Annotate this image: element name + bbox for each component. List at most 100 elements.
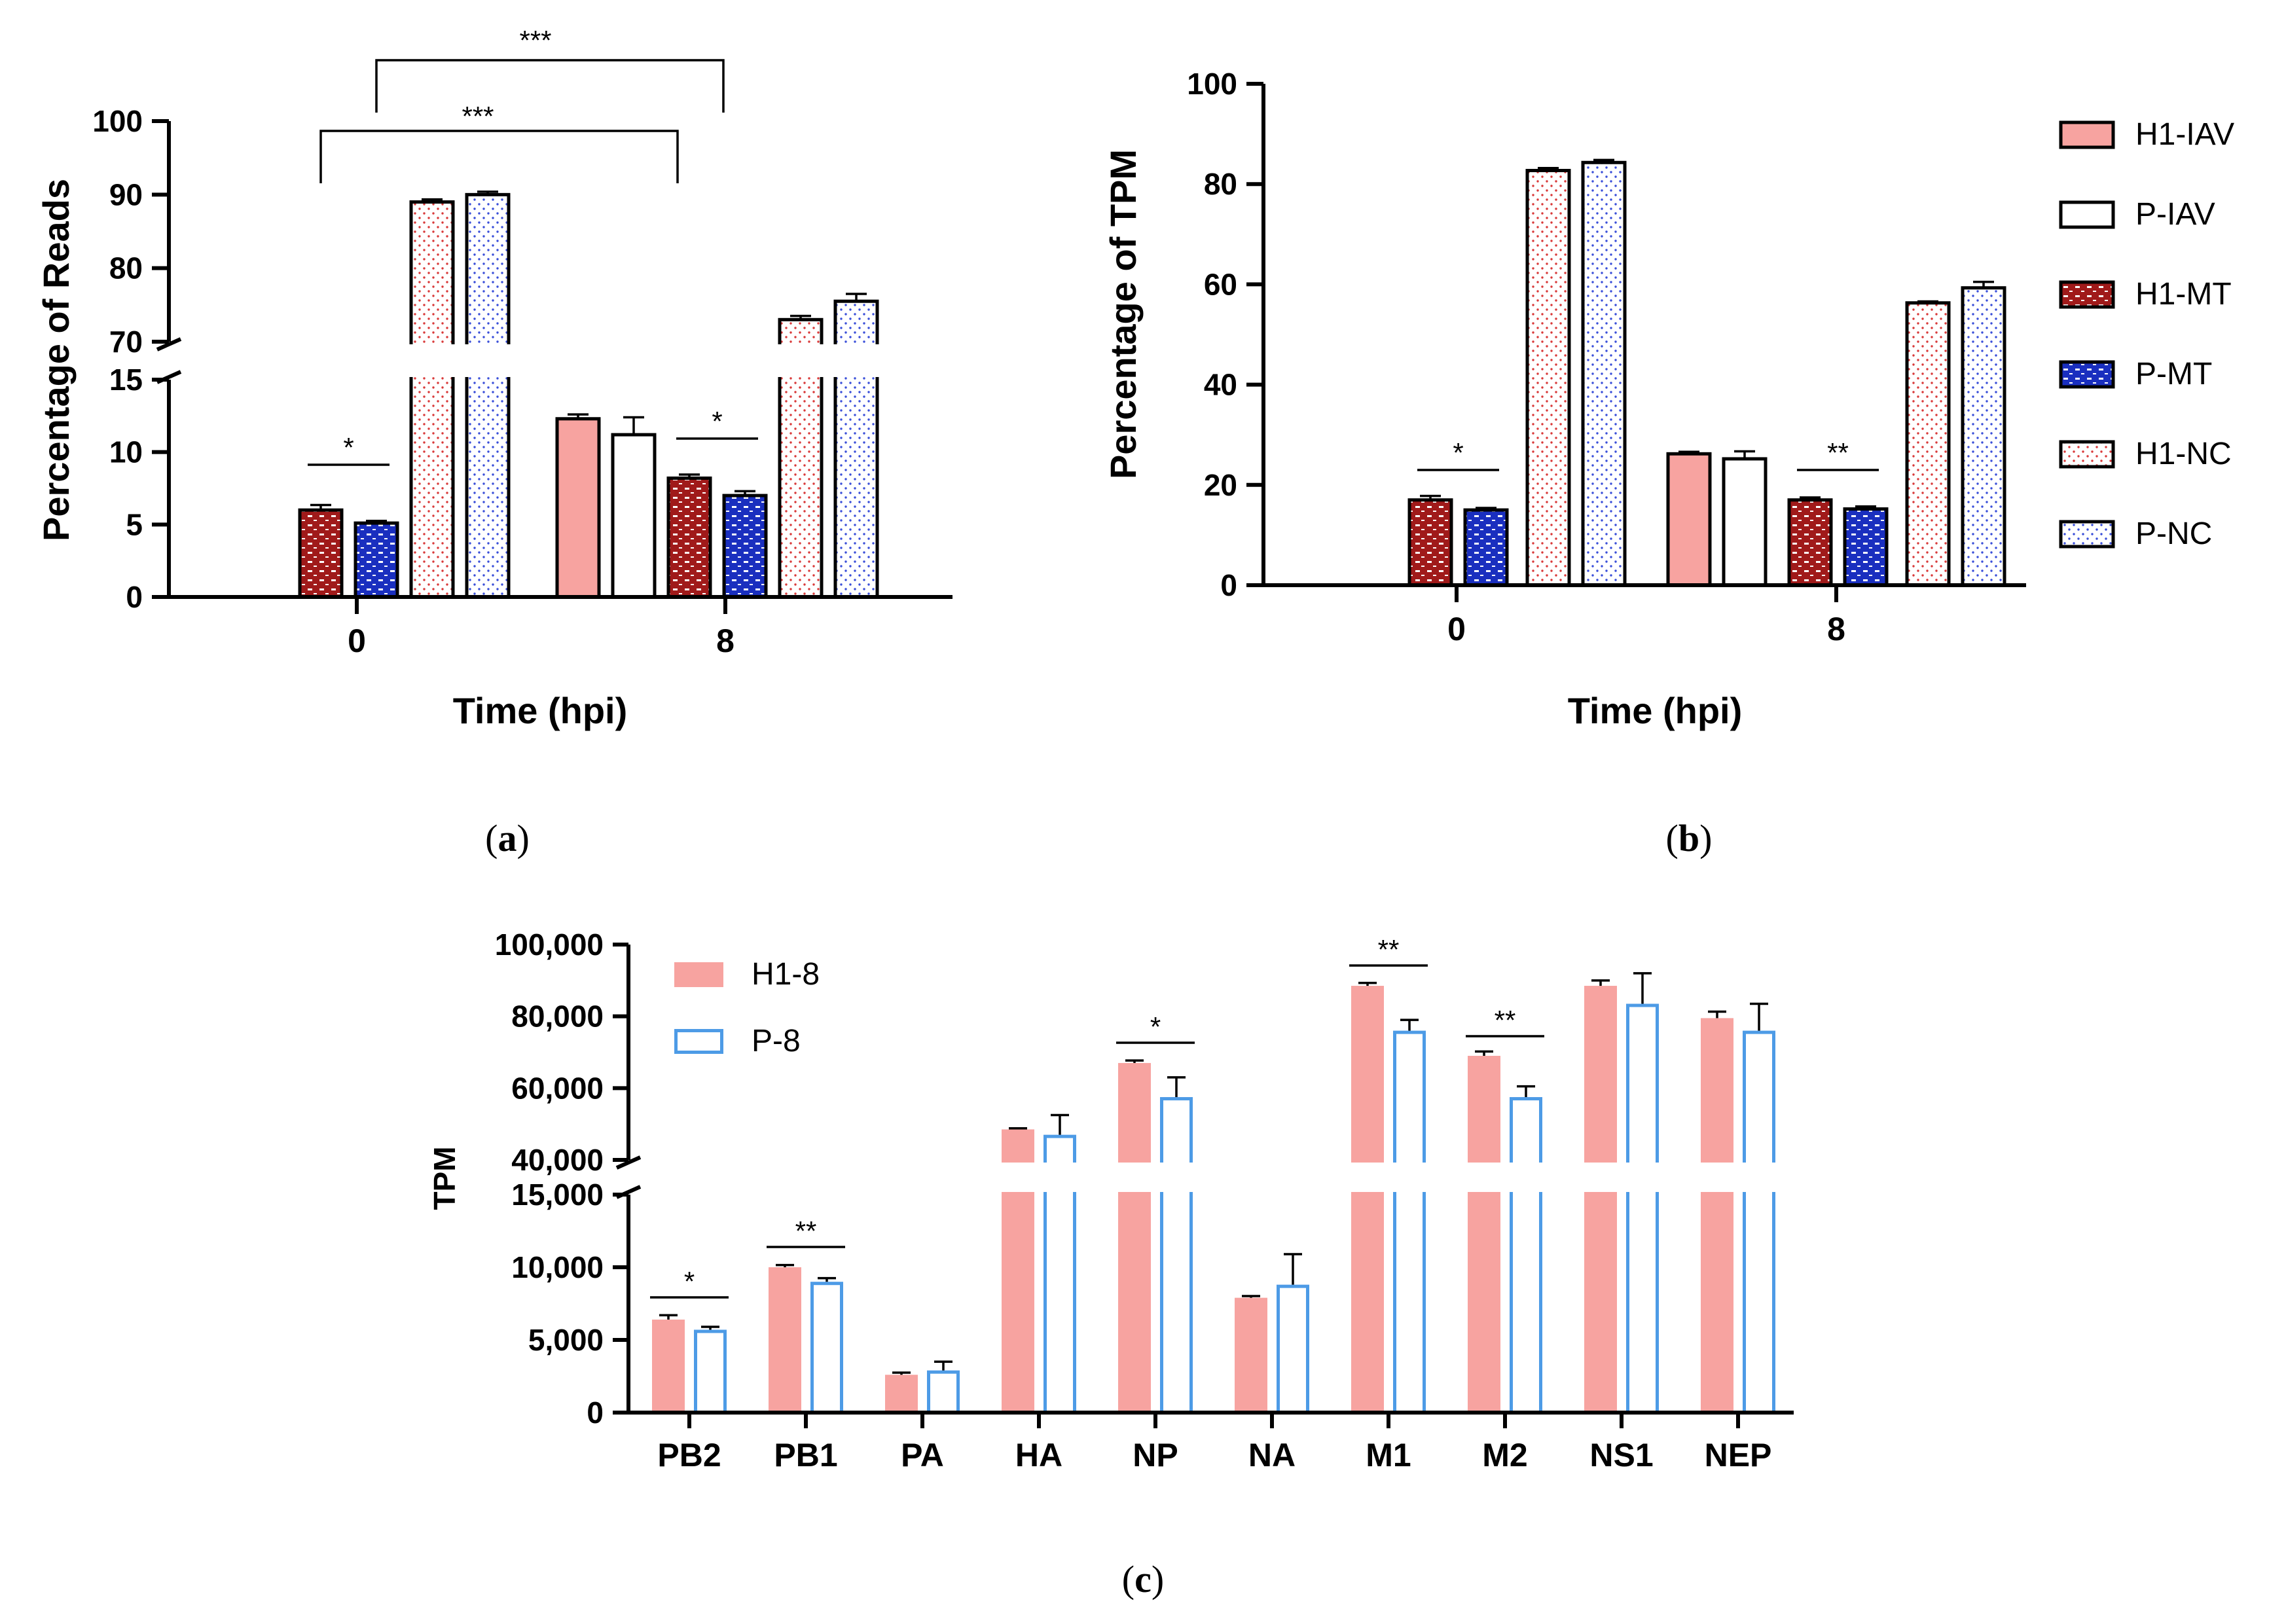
chart-c-bar-p-8-pb1 [810,1282,843,1415]
chart-c-ytick-label-80-000: 80,000 [511,1000,604,1034]
chart-c-xtick-label-m2: M2 [1482,1437,1527,1473]
chart-b-legend-p-mt-label: P-MT [2135,357,2212,391]
chart-c-bar-h1-8-na [1235,1297,1267,1413]
chart-c-bar-p-8-ns1 [1626,1003,1659,1415]
chart-b-legend-h1-nc-label: H1-NC [2135,437,2232,471]
chart-b-legend: H1-IAV P-IAV H1-MT P-MT H1-NC P-NC [2059,117,2234,551]
chart-c-bar-p-8-m1 [1393,1030,1426,1415]
chart-a-bar-p-nc-t0 [465,192,511,599]
chart-a-bar-p-mt-t8 [722,494,768,599]
chart-a-bar-p-iav-t8 [611,433,657,599]
chart-c-xtick-label-np: NP [1133,1437,1178,1473]
chart-c-y-title: TPM [427,1146,462,1210]
chart-b-ytick-label-40: 40 [1204,368,1237,402]
chart-b-bar-h1-nc-t0 [1525,169,1571,587]
chart-c-legend-h1-8-label: H1-8 [752,957,820,992]
chart-b-legend-p-mt-swatch [2059,360,2115,389]
chart-c-bar-p-8-pa [927,1370,960,1415]
chart-c-break-mark-lower [615,1185,642,1199]
chart-a-xtick-label-0: 0 [348,623,366,659]
chart-c-bar-h1-8-pb2 [652,1319,685,1413]
chart-c-xtick-label-na: NA [1248,1437,1296,1473]
chart-a-ytick-label-70: 70 [109,325,143,359]
chart-b-bar-h1-mt-t8 [1787,498,1833,587]
chart-c-bar-p-8-m2 [1510,1097,1542,1415]
chart-b-bar-h1-mt-t0 [1407,498,1453,587]
panel-label-c: (c) [1122,1558,1164,1600]
chart-a-bar-h1-nc-t0 [409,200,455,599]
chart-c-ytick-label-5-000: 5,000 [528,1323,604,1357]
chart-c-bar-h1-8-ns1 [1584,986,1617,1413]
chart-b-legend-p-nc-swatch [2059,520,2115,549]
chart-c-bar-p-8-nep [1743,1030,1775,1415]
chart-c-legend: H1-8 P-8 [674,957,820,1058]
chart-c-bar-p-8-pb2 [694,1329,727,1415]
panel-label-b: (b) [1666,817,1713,859]
chart-a-ytick-label-15: 15 [109,363,143,397]
chart-c-bar-h1-8-nep [1701,1018,1733,1413]
chart-a-ytick-label-90: 90 [109,177,143,211]
chart-b-ytick-label-80: 80 [1204,167,1237,201]
chart-b-xtick-label-0: 0 [1447,611,1466,647]
chart-a-y-title: Percentage of Reads [35,179,77,541]
chart-c-bar-h1-8-pa [885,1375,918,1413]
chart-b-bar-p-nc-t8 [1961,286,2006,587]
chart-c-bar-h1-8-pb1 [769,1267,801,1413]
chart-a-x-title: Time (hpi) [453,690,628,731]
chart-c-sig-label-pb2: * [684,1266,695,1297]
chart-b-legend-h1-mt-swatch [2059,280,2115,309]
chart-c-sig-label-m2: ** [1495,1005,1516,1036]
chart-b-bar-h1-nc-t8 [1905,301,1951,587]
chart-b-xtick-label-8: 8 [1827,611,1845,647]
chart-c-xtick-label-pa: PA [901,1437,944,1473]
chart-b-bar-p-iav-t8 [1722,457,1768,587]
chart-c-bar-h1-8-m1 [1351,986,1384,1413]
chart-b-sig-label-0: * [1453,437,1463,468]
chart-a-bracket-2 [375,59,725,113]
chart-c-bar-p-8-np [1160,1097,1193,1415]
chart-a-bracket-1 [319,130,679,183]
chart-b-x-title: Time (hpi) [1568,690,1743,731]
chart-b-legend-h1-iav-label: H1-IAV [2135,117,2234,152]
chart-b-legend-p-iav-swatch [2059,200,2115,229]
chart-b-bar-p-mt-t8 [1843,507,1889,587]
chart-c-xtick-label-ha: HA [1015,1437,1062,1473]
chart-a-break-mark-upper [156,337,182,352]
chart-a-ytick-label-5: 5 [126,507,143,541]
chart-b-sig-label-1: ** [1827,437,1849,468]
chart-c-bar-h1-8-m2 [1468,1055,1500,1413]
chart-a-bracket-label-1: *** [462,101,494,132]
chart-a-ytick-label-80: 80 [109,251,143,285]
chart-c-ytick-label-0: 0 [587,1396,604,1430]
chart-b-y-title: Percentage of TPM [1102,149,1144,479]
chart-b-legend-h1-mt-label: H1-MT [2135,277,2232,312]
chart-b-bar-p-mt-t0 [1463,508,1509,587]
chart-a-ytick-label-100: 100 [92,104,143,138]
panel-label-a: (a) [485,817,530,859]
chart-a-axis-break-gap [157,344,975,377]
chart-b-bar-h1-iav-t8 [1666,452,1712,587]
chart-c-ytick-label-10-000: 10,000 [511,1250,604,1284]
chart-a-ytick-label-0: 0 [126,580,143,614]
chart-c-xtick-label-ns1: NS1 [1589,1437,1653,1473]
chart-c-xtick-label-nep: NEP [1705,1437,1772,1473]
chart-c-sig-label-pb1: ** [795,1216,817,1246]
chart-c-legend-p-8-swatch [674,1029,723,1054]
chart-b-ytick-label-20: 20 [1204,468,1237,502]
chart-b-ytick-label-100: 100 [1187,67,1237,101]
chart-b-ytick-label-0: 0 [1220,568,1237,602]
chart-a-bar-h1-mt-t0 [298,508,344,599]
chart-b-legend-p-iav-label: P-IAV [2135,197,2215,232]
chart-a-bar-h1-mt-t8 [666,477,712,599]
chart-c-break-mark-upper [615,1155,642,1170]
chart-a-break-mark-lower [156,370,182,384]
chart-a-bar-p-mt-t0 [354,521,399,599]
chart-c-sig-label-m1: ** [1378,934,1400,965]
chart-b-legend-p-nc-label: P-NC [2135,516,2212,551]
chart-c-xtick-label-pb1: PB1 [774,1437,837,1473]
chart-a-sig-label-1: * [712,406,722,437]
chart-c-ytick-label-60-000: 60,000 [511,1071,604,1105]
chart-b-legend-h1-nc-swatch [2059,440,2115,469]
